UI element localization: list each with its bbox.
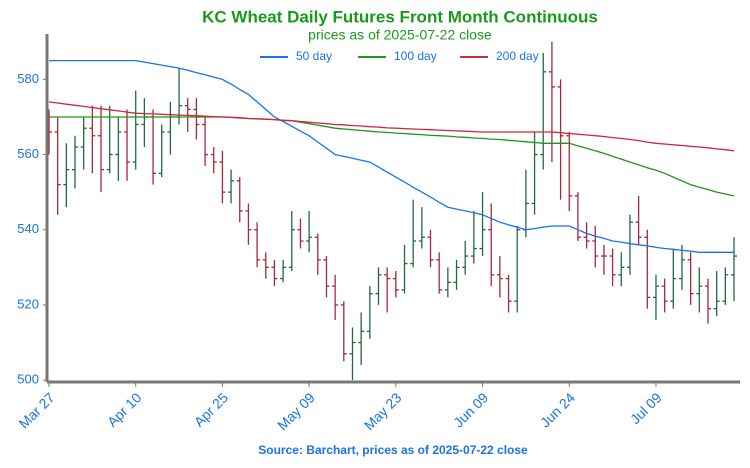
x-tick-label: Jun 24 [537,389,578,430]
y-tick-label: 560 [17,146,39,161]
x-tick-label: Apr 10 [104,389,145,430]
y-tick-label: 540 [17,221,39,236]
y-tick-label: 500 [17,372,39,387]
source-note: Source: Barchart, prices as of 2025-07-2… [258,443,528,457]
x-tick-label: Mar 27 [16,389,58,431]
x-tick-label: Jul 09 [627,389,665,427]
ma-line [49,59,734,253]
x-tick-label: May 09 [274,389,318,433]
x-tick-label: May 23 [361,389,405,433]
chart-subtitle: prices as of 2025-07-22 close [308,27,492,43]
legend-label: 100 day [394,49,437,63]
chart-title: KC Wheat Daily Futures Front Month Conti… [202,7,598,26]
x-tick-label: Apr 25 [191,389,232,430]
ma-line [48,101,735,152]
x-tick-label: Jun 09 [450,389,491,430]
y-tick-label: 520 [17,296,39,311]
y-tick-label: 580 [17,71,39,86]
legend-label: 50 day [296,49,332,63]
legend-label: 200 day [496,49,539,63]
ma-line [49,116,735,197]
